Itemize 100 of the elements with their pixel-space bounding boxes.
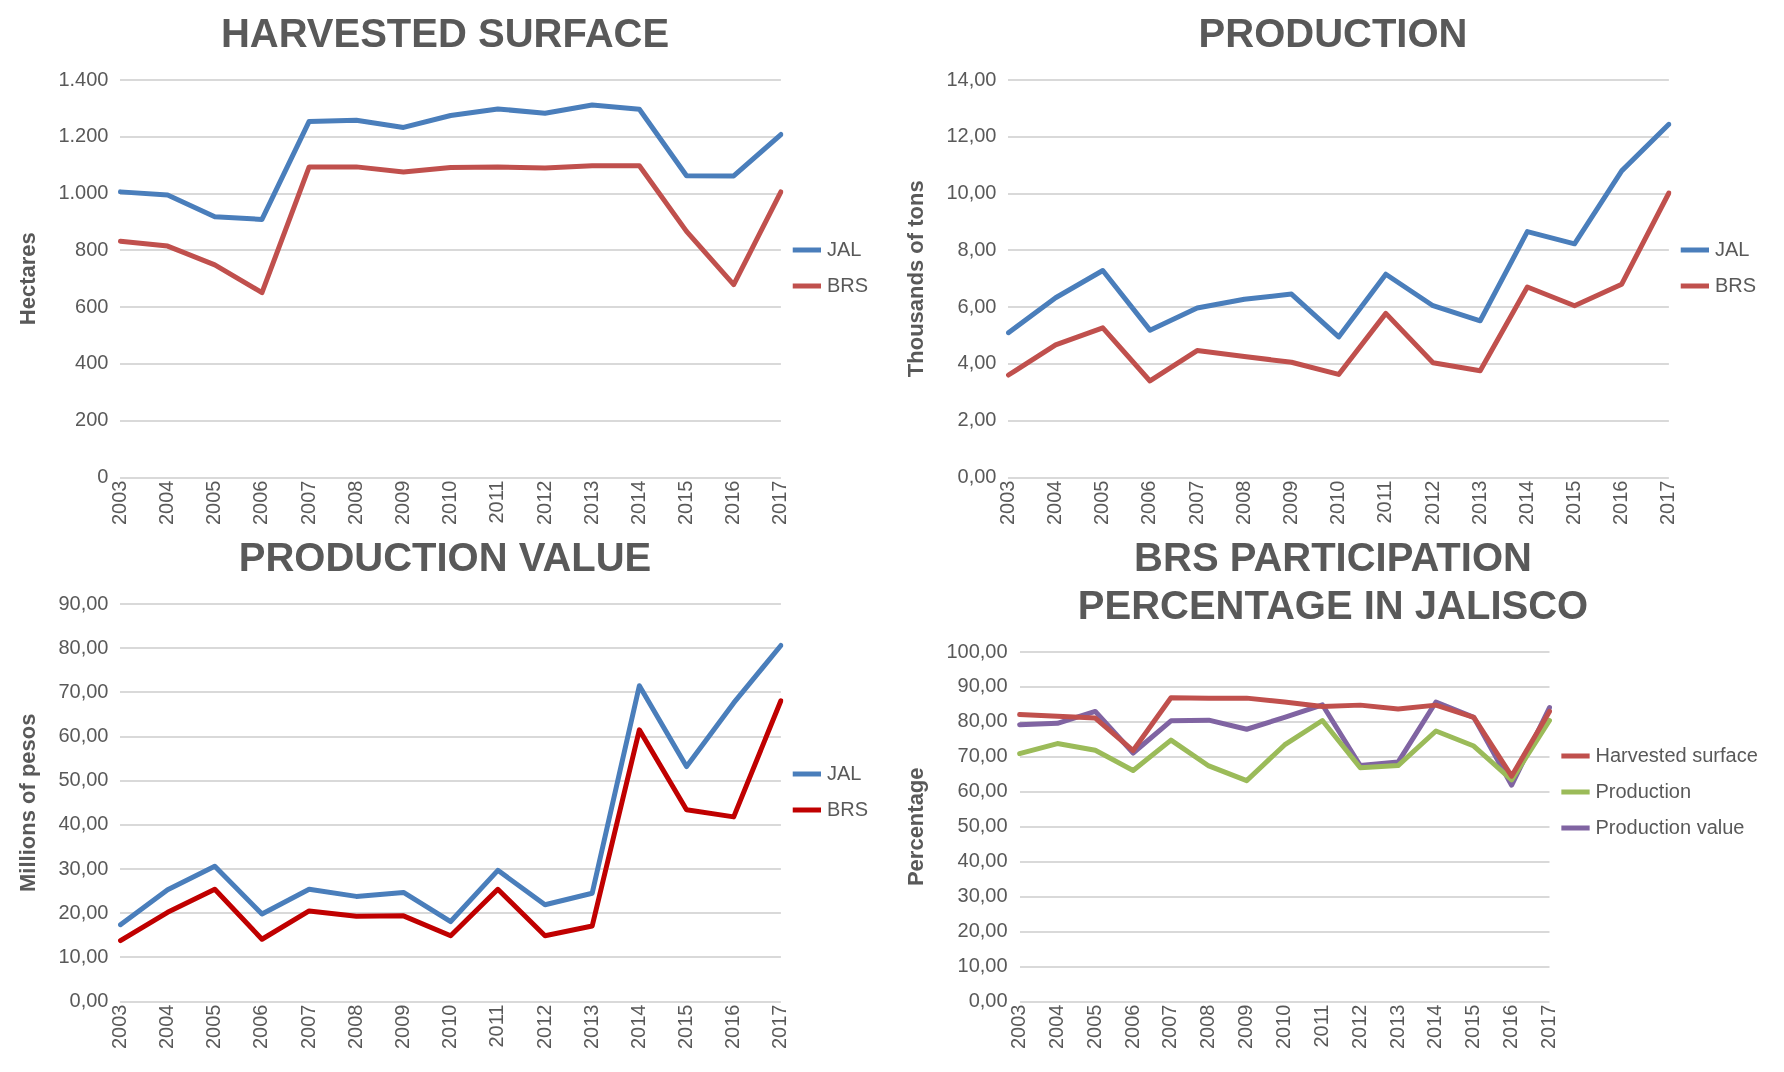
x-tick-label: 2009	[1279, 480, 1302, 526]
x-tick-label: 2017	[1656, 480, 1679, 526]
x-tick-label: 2005	[202, 480, 225, 526]
x-tick-label: 2017	[768, 480, 791, 526]
x-tick-label: 2004	[1043, 480, 1066, 526]
y-tick-label: 50,00	[58, 768, 109, 791]
y-tick-label: 10,00	[58, 944, 109, 967]
y-axis-title: Millions of pesos	[15, 713, 41, 892]
y-tick-label: 1.000	[58, 181, 109, 204]
x-tick-label: 2015	[1461, 1004, 1484, 1050]
y-tick-label: 0	[97, 465, 109, 488]
x-tick-label: 2016	[721, 1004, 744, 1050]
y-tick-label: 800	[75, 237, 109, 260]
y-axis-title: Hectares	[15, 232, 41, 326]
x-tick-label: 2010	[1326, 480, 1349, 526]
chart-title: PRODUCTION	[1198, 11, 1468, 56]
y-tick-label: 80,00	[58, 635, 109, 658]
y-tick-label: 70,00	[957, 744, 1008, 767]
y-tick-label: 40,00	[957, 849, 1008, 872]
legend-label: JAL	[826, 237, 862, 260]
legend-label: Production	[1595, 779, 1692, 802]
y-tick-label: 0,00	[69, 989, 109, 1012]
x-tick-label: 2005	[1090, 480, 1113, 526]
x-tick-label: 2014	[1423, 1004, 1446, 1050]
x-tick-label: 2004	[155, 480, 178, 526]
y-tick-label: 20,00	[957, 919, 1008, 942]
x-tick-label: 2009	[391, 480, 414, 526]
x-tick-label: 2014	[626, 1004, 649, 1050]
y-tick-label: 10,00	[957, 954, 1008, 977]
x-tick-label: 2006	[1120, 1004, 1143, 1050]
y-tick-label: 14,00	[946, 67, 997, 90]
x-tick-label: 2014	[626, 480, 649, 526]
y-tick-label: 600	[75, 294, 109, 317]
x-tick-label: 2007	[296, 1004, 319, 1050]
y-tick-label: 0,00	[957, 465, 997, 488]
x-tick-label: 2013	[1385, 1004, 1408, 1050]
x-tick-label: 2015	[674, 1004, 697, 1050]
x-tick-label: 2011	[485, 480, 508, 524]
x-tick-label: 2008	[1231, 480, 1254, 526]
x-tick-label: 2003	[107, 480, 130, 526]
y-tick-label: 60,00	[957, 779, 1008, 802]
y-tick-label: 40,00	[58, 812, 109, 835]
chart-title: PRODUCTION VALUE	[238, 535, 652, 580]
x-tick-label: 2003	[107, 1004, 130, 1050]
x-tick-label: 2017	[768, 1004, 791, 1050]
x-tick-label: 2013	[1467, 480, 1490, 526]
y-tick-label: 90,00	[58, 591, 109, 614]
chart-title: HARVESTED SURFACE	[220, 11, 670, 56]
x-tick-label: 2005	[1082, 1004, 1105, 1050]
x-tick-label: 2016	[1499, 1004, 1522, 1050]
x-tick-label: 2012	[532, 480, 555, 526]
x-tick-label: 2016	[721, 480, 744, 526]
x-tick-label: 2016	[1609, 480, 1632, 526]
y-tick-label: 2,00	[957, 408, 997, 431]
y-tick-label: 4,00	[957, 351, 997, 374]
x-tick-label: 2007	[296, 480, 319, 526]
x-tick-label: 2006	[249, 480, 272, 526]
chart-title: BRS PARTICIPATION PERCENTAGE IN JALISCO	[1077, 535, 1589, 628]
x-tick-label: 2003	[995, 480, 1018, 526]
x-tick-label: 2008	[1196, 1004, 1219, 1050]
x-tick-label: 2006	[1137, 480, 1160, 526]
y-tick-label: 60,00	[58, 724, 109, 747]
x-tick-label: 2005	[202, 1004, 225, 1050]
y-tick-label: 30,00	[58, 856, 109, 879]
y-tick-label: 50,00	[957, 814, 1008, 837]
y-tick-label: 20,00	[58, 900, 109, 923]
y-tick-label: 1.200	[58, 124, 109, 147]
y-tick-label: 6,00	[957, 294, 997, 317]
y-tick-label: 0,00	[968, 989, 1008, 1012]
x-tick-label: 2007	[1184, 480, 1207, 526]
y-tick-label: 12,00	[946, 124, 997, 147]
y-tick-label: 30,00	[957, 884, 1008, 907]
x-tick-label: 2009	[391, 1004, 414, 1050]
x-tick-label: 2011	[1373, 480, 1396, 524]
y-tick-label: 80,00	[957, 709, 1008, 732]
y-tick-label: 100,00	[946, 639, 1008, 662]
x-tick-label: 2009	[1234, 1004, 1257, 1050]
y-tick-label: 90,00	[957, 674, 1008, 697]
y-tick-label: 10,00	[946, 181, 997, 204]
y-axis-title: Percentage	[903, 767, 929, 887]
x-tick-label: 2004	[155, 1004, 178, 1050]
x-tick-label: 2008	[343, 1004, 366, 1050]
y-axis-title: Thousands of tons	[903, 180, 929, 378]
y-tick-label: 200	[75, 408, 109, 431]
x-tick-label: 2013	[579, 480, 602, 526]
y-tick-label: 8,00	[957, 237, 997, 260]
x-tick-label: 2014	[1514, 480, 1537, 526]
x-tick-label: 2013	[579, 1004, 602, 1050]
x-tick-label: 2007	[1158, 1004, 1181, 1050]
x-tick-label: 2015	[1562, 480, 1585, 526]
x-tick-label: 2003	[1007, 1004, 1030, 1050]
x-tick-label: 2008	[343, 480, 366, 526]
x-tick-label: 2012	[1420, 480, 1443, 526]
legend-label: BRS	[826, 797, 868, 820]
x-tick-label: 2015	[674, 480, 697, 526]
legend-label: BRS	[1714, 273, 1756, 296]
legend-label: Production value	[1595, 815, 1745, 838]
x-tick-label: 2010	[438, 480, 461, 526]
y-tick-label: 70,00	[58, 679, 109, 702]
x-tick-label: 2006	[249, 1004, 272, 1050]
